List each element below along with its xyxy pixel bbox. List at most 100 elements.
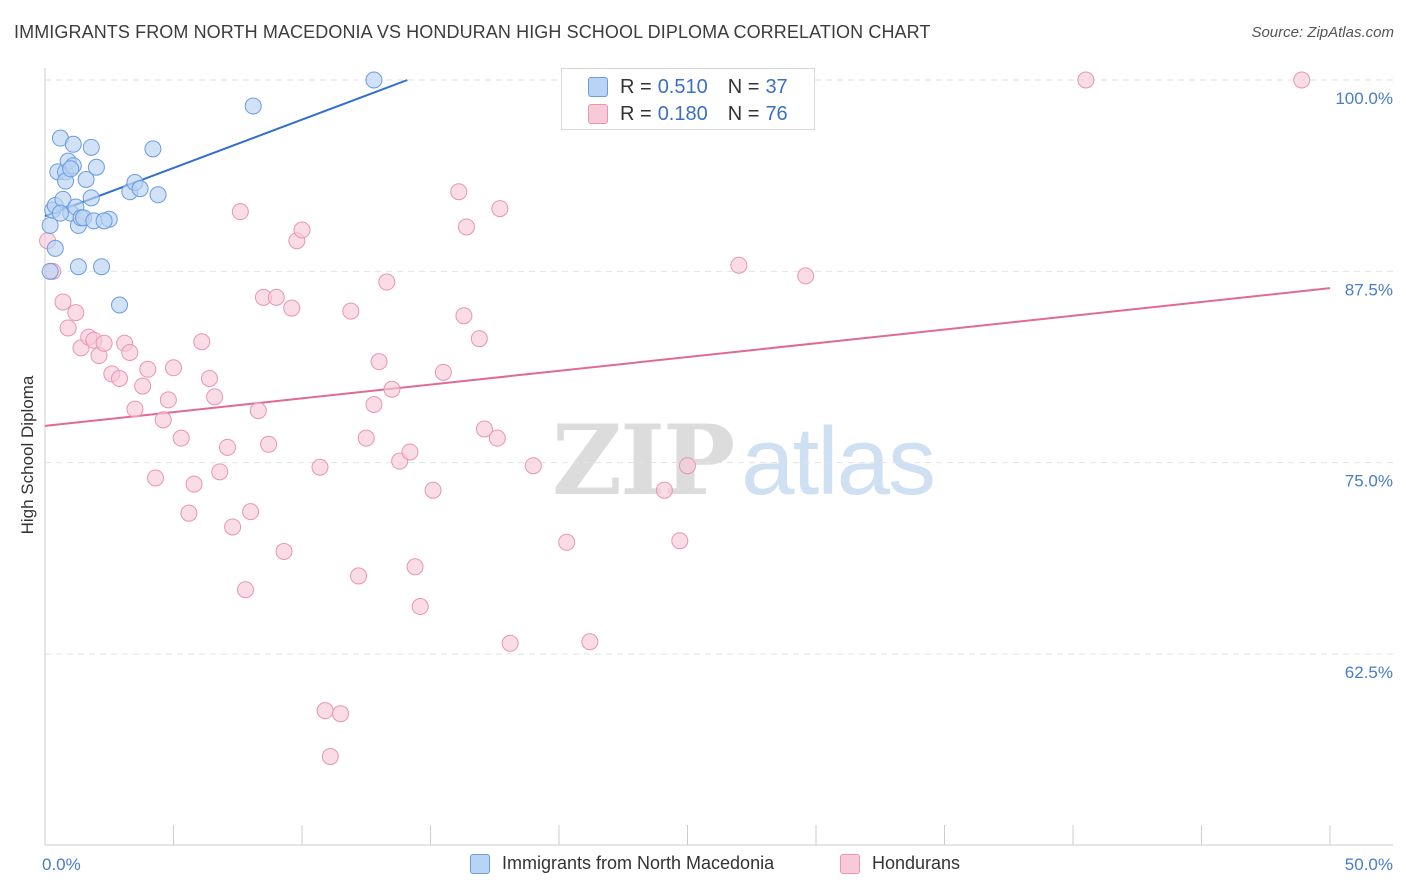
point-hondurans — [730, 256, 748, 274]
point-hondurans — [95, 334, 113, 352]
point-hondurans — [655, 481, 673, 499]
y-axis-label: High School Diploma — [18, 375, 37, 535]
point-hondurans — [172, 429, 190, 447]
point-hondurans — [260, 435, 278, 453]
legend-r-label: R = — [620, 102, 652, 125]
legend-row-north-macedonia: R = 0.510 N = 37 — [588, 75, 788, 99]
point-north-macedonia — [41, 262, 59, 280]
legend-r-value: 0.180 — [657, 102, 708, 125]
point-hondurans — [671, 532, 689, 550]
data-points — [39, 71, 1311, 766]
point-north-macedonia — [87, 158, 105, 176]
point-hondurans — [342, 302, 360, 320]
point-hondurans — [242, 503, 260, 521]
point-hondurans — [797, 267, 815, 285]
point-hondurans — [321, 748, 339, 766]
point-hondurans — [365, 396, 383, 414]
x-tick-label: 50.0% — [1345, 855, 1393, 874]
point-hondurans — [224, 518, 242, 536]
point-north-macedonia — [131, 180, 149, 198]
point-hondurans — [401, 443, 419, 461]
point-north-macedonia — [46, 239, 64, 257]
legend-item-label: Immigrants from North Macedonia — [502, 853, 775, 873]
point-north-macedonia — [365, 71, 383, 89]
tick-labels: 62.5% 75.0% 87.5% 100.0% 0.0% 50.0% — [42, 89, 1393, 874]
point-hondurans — [275, 542, 293, 560]
watermark-zip: ZIP — [552, 404, 735, 517]
point-hondurans — [185, 475, 203, 493]
point-hondurans — [679, 457, 696, 475]
point-hondurans — [293, 221, 311, 239]
point-north-macedonia — [51, 204, 69, 222]
point-hondurans — [236, 581, 254, 599]
point-north-macedonia — [244, 97, 262, 115]
point-north-macedonia — [62, 160, 80, 178]
point-north-macedonia — [93, 258, 111, 276]
point-hondurans — [1293, 71, 1311, 89]
point-north-macedonia — [111, 296, 129, 314]
point-hondurans — [455, 307, 473, 325]
point-hondurans — [357, 429, 375, 447]
series-legend: Immigrants from North Macedonia Honduran… — [0, 851, 1406, 877]
point-hondurans — [450, 183, 468, 201]
stats-legend: R = 0.510 N = 37 R = 0.180 N = 76 — [561, 68, 815, 130]
point-hondurans — [475, 420, 493, 438]
point-north-macedonia — [64, 135, 82, 153]
point-hondurans — [488, 429, 506, 447]
point-hondurans — [491, 200, 509, 218]
point-hondurans — [180, 504, 198, 522]
point-hondurans — [406, 558, 424, 576]
point-north-macedonia — [82, 189, 100, 207]
trend-lines — [44, 79, 1331, 427]
y-tick-label: 87.5% — [1345, 280, 1393, 299]
legend-swatch-blue — [470, 853, 490, 874]
gridlines — [45, 79, 1393, 655]
point-hondurans — [457, 218, 475, 236]
point-hondurans — [54, 293, 72, 311]
point-hondurans — [121, 343, 139, 361]
point-hondurans — [200, 369, 218, 387]
point-north-macedonia — [77, 170, 95, 188]
source-label: Source: ZipAtlas.com — [1251, 24, 1394, 41]
point-hondurans — [231, 203, 249, 221]
point-north-macedonia — [82, 138, 100, 156]
point-hondurans — [134, 377, 152, 395]
point-hondurans — [558, 533, 576, 551]
axes — [44, 68, 1393, 846]
point-hondurans — [434, 363, 452, 381]
legend-item-label: Hondurans — [872, 853, 961, 873]
point-hondurans — [283, 299, 301, 317]
legend-item-hondurans[interactable]: Hondurans — [840, 853, 960, 874]
point-hondurans — [311, 458, 329, 476]
legend-n-value: 76 — [765, 102, 788, 125]
point-hondurans — [147, 469, 165, 487]
watermark-atlas: atlas — [741, 408, 936, 515]
point-hondurans — [378, 273, 396, 291]
zipatlas-watermark: ZIPatlas — [552, 404, 936, 517]
legend-row-hondurans: R = 0.180 N = 76 — [588, 102, 788, 126]
legend-n-label: N = — [727, 75, 760, 98]
legend-swatch-pink — [840, 853, 860, 874]
point-hondurans — [206, 388, 224, 406]
x-tick-label: 0.0% — [42, 855, 81, 874]
point-hondurans — [581, 633, 599, 651]
point-hondurans — [211, 463, 229, 481]
chart-title: IMMIGRANTS FROM NORTH MACEDONIA VS HONDU… — [14, 22, 931, 42]
point-hondurans — [139, 360, 157, 378]
point-hondurans — [126, 400, 144, 418]
trendline-north-macedonia — [44, 79, 408, 218]
legend-r-value: 0.510 — [657, 75, 708, 98]
point-hondurans — [111, 369, 129, 387]
point-hondurans — [193, 333, 211, 351]
point-hondurans — [154, 411, 172, 429]
legend-n-label: N = — [727, 102, 760, 125]
point-hondurans — [1077, 71, 1095, 89]
legend-swatch-blue — [588, 77, 608, 97]
point-hondurans — [267, 288, 285, 306]
legend-swatch-pink — [588, 104, 608, 124]
point-north-macedonia — [144, 140, 162, 158]
legend-item-north-macedonia[interactable]: Immigrants from North Macedonia — [470, 853, 774, 874]
point-hondurans — [249, 402, 267, 420]
point-hondurans — [383, 380, 401, 398]
